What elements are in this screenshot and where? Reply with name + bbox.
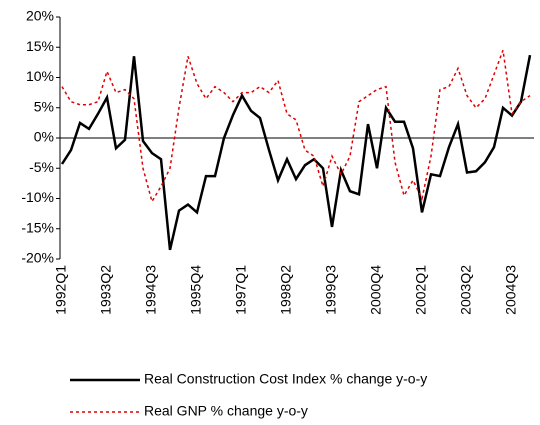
x-tick-label: 2002Q1	[413, 265, 429, 315]
x-tick-label: 1993Q2	[98, 265, 114, 315]
legend-label: Real Construction Cost Index % change y-…	[144, 371, 427, 387]
y-tick-label: 5%	[34, 98, 54, 114]
y-tick-label: -5%	[29, 159, 54, 175]
y-tick-label: 10%	[26, 68, 54, 84]
legend-label: Real GNP % change y-o-y	[144, 403, 308, 419]
series-line	[60, 54, 532, 251]
x-tick-label: 1999Q3	[323, 265, 339, 315]
y-tick-label: 20%	[26, 8, 54, 24]
y-tick-label: -15%	[21, 219, 54, 235]
y-tick-label: -10%	[21, 189, 54, 205]
x-tick-label: 1997Q1	[233, 265, 249, 315]
x-tick-label: 1995Q4	[188, 265, 204, 315]
x-tick-label: 1994Q3	[143, 265, 159, 315]
x-tick-label: 2004Q3	[503, 265, 519, 315]
y-tick-label: 0%	[34, 129, 54, 145]
x-tick-label: 1992Q1	[53, 265, 69, 315]
x-tick-label: 2000Q4	[368, 265, 384, 315]
y-tick-label: 15%	[26, 38, 54, 54]
x-tick-label: 1998Q2	[278, 265, 294, 315]
series-line	[61, 50, 531, 204]
x-tick-label: 2003Q2	[458, 265, 474, 315]
y-tick-label: -20%	[21, 250, 54, 266]
